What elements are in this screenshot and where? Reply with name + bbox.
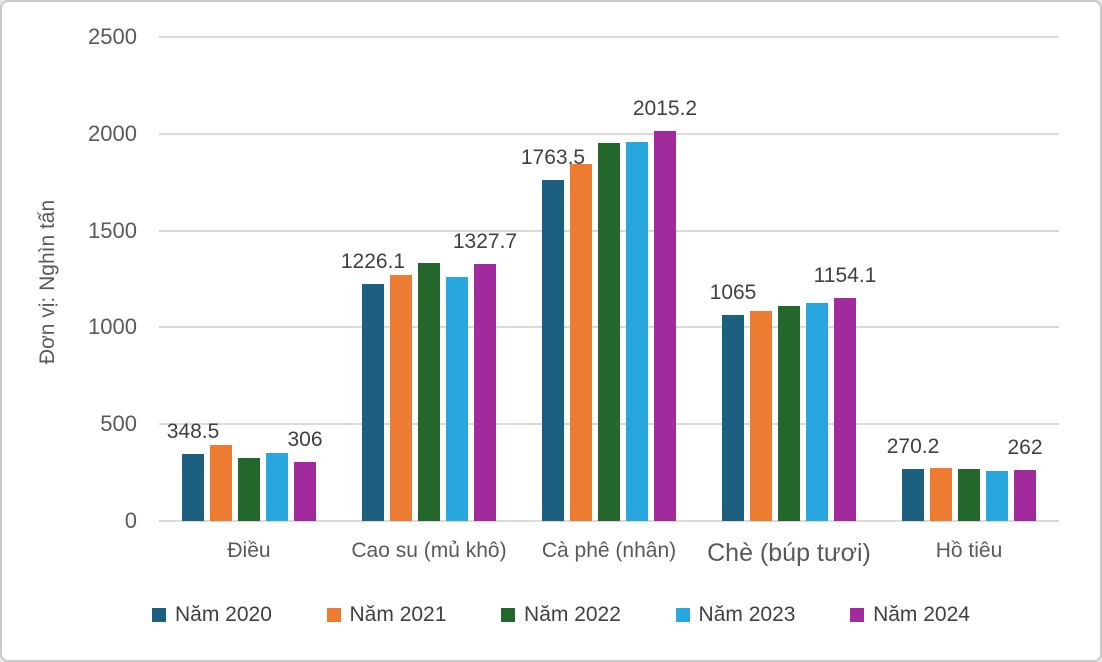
bar xyxy=(294,461,316,521)
bar xyxy=(930,468,952,521)
legend-label: Năm 2021 xyxy=(349,603,447,626)
y-tick-label: 500 xyxy=(100,411,137,437)
bar xyxy=(474,263,496,521)
legend-swatch-icon xyxy=(850,608,865,622)
y-tick-label: 0 xyxy=(124,508,137,533)
legend: Năm 2020 Năm 2021 Năm 2022 Năm 2023 Năm 2024 xyxy=(152,603,970,627)
category-label: Chè (búp tươi) xyxy=(707,539,871,567)
legend-swatch-icon xyxy=(501,608,516,622)
bar xyxy=(210,444,232,521)
category-label: Điều xyxy=(227,539,271,562)
data-label: 2015.2 xyxy=(632,96,698,120)
y-tick-label: 1500 xyxy=(88,217,137,243)
data-label: 1327.7 xyxy=(452,229,518,253)
legend-swatch-icon xyxy=(152,608,166,622)
y-tick-label: 2000 xyxy=(88,120,137,146)
data-label: 306 xyxy=(287,427,323,451)
bar xyxy=(778,305,800,521)
legend-item: Năm 2021 xyxy=(326,603,447,627)
data-label: 1154.1 xyxy=(813,263,877,287)
legend-label: Năm 2020 xyxy=(175,603,272,626)
bar xyxy=(902,468,924,521)
legend-label: Năm 2022 xyxy=(524,603,621,626)
legend-swatch-icon xyxy=(675,608,690,622)
legend-item: Năm 2023 xyxy=(675,603,796,627)
bar xyxy=(986,471,1008,521)
bar xyxy=(806,303,828,521)
bar xyxy=(238,457,260,521)
bar xyxy=(570,163,592,521)
data-label: 348.5 xyxy=(166,419,220,443)
data-label: 262 xyxy=(1007,436,1043,460)
category-label: Cà phê (nhân) xyxy=(541,539,677,562)
bar xyxy=(750,310,772,521)
bar xyxy=(958,469,980,521)
bar xyxy=(626,142,648,521)
bar xyxy=(266,452,288,521)
bar xyxy=(834,297,856,521)
legend-label: Năm 2023 xyxy=(698,603,796,626)
bar xyxy=(418,262,440,521)
bar xyxy=(446,276,468,521)
data-label: 270.2 xyxy=(886,434,940,458)
data-label: 1226.1 xyxy=(340,249,406,273)
gridline xyxy=(159,36,1059,38)
bar xyxy=(390,275,412,521)
data-label: 1763.5 xyxy=(520,145,586,169)
bar xyxy=(722,314,744,521)
y-tick-label: 2500 xyxy=(88,24,137,49)
data-label: 1065 xyxy=(709,280,757,304)
legend-label: Năm 2024 xyxy=(873,603,970,626)
category-label: Hồ tiêu xyxy=(935,539,1003,562)
bar xyxy=(362,283,384,521)
legend-item: Năm 2020 xyxy=(152,603,272,627)
legend-item: Năm 2024 xyxy=(850,603,970,627)
bar xyxy=(598,142,620,521)
bar xyxy=(182,453,204,521)
legend-swatch-icon xyxy=(326,608,341,622)
category-label: Cao su (mủ khô) xyxy=(351,539,507,562)
legend-item: Năm 2022 xyxy=(501,603,621,627)
y-tick-label: 1000 xyxy=(88,314,137,340)
bar xyxy=(654,130,676,521)
gridline xyxy=(159,132,1059,135)
gridline xyxy=(159,520,1059,522)
bar xyxy=(1014,470,1036,521)
bar xyxy=(542,179,564,521)
